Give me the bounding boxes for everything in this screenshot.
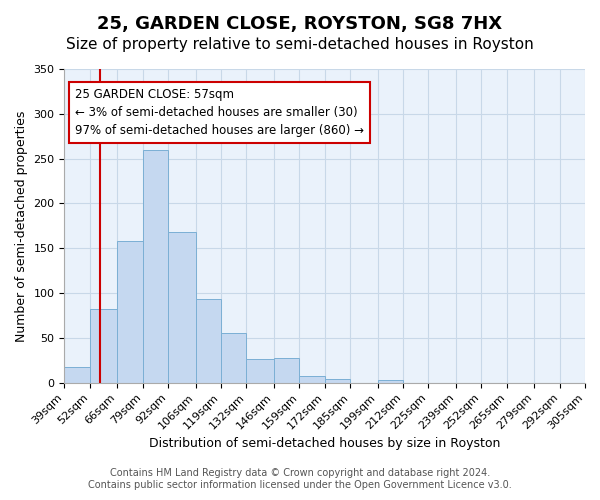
Bar	[247, 358, 274, 382]
Bar	[64, 366, 90, 382]
Text: Contains HM Land Registry data © Crown copyright and database right 2024.
Contai: Contains HM Land Registry data © Crown c…	[88, 468, 512, 490]
Y-axis label: Number of semi-detached properties: Number of semi-detached properties	[15, 110, 28, 342]
Bar	[325, 379, 350, 382]
Bar	[90, 309, 117, 382]
Bar	[143, 150, 168, 382]
Bar	[299, 376, 325, 382]
Bar	[117, 241, 143, 382]
Bar	[196, 300, 221, 382]
Bar	[221, 334, 247, 382]
Text: Size of property relative to semi-detached houses in Royston: Size of property relative to semi-detach…	[66, 38, 534, 52]
Bar	[274, 358, 299, 382]
Bar	[168, 232, 196, 382]
Bar	[377, 380, 403, 382]
Text: 25 GARDEN CLOSE: 57sqm
← 3% of semi-detached houses are smaller (30)
97% of semi: 25 GARDEN CLOSE: 57sqm ← 3% of semi-deta…	[75, 88, 364, 137]
X-axis label: Distribution of semi-detached houses by size in Royston: Distribution of semi-detached houses by …	[149, 437, 500, 450]
Text: 25, GARDEN CLOSE, ROYSTON, SG8 7HX: 25, GARDEN CLOSE, ROYSTON, SG8 7HX	[97, 15, 503, 33]
